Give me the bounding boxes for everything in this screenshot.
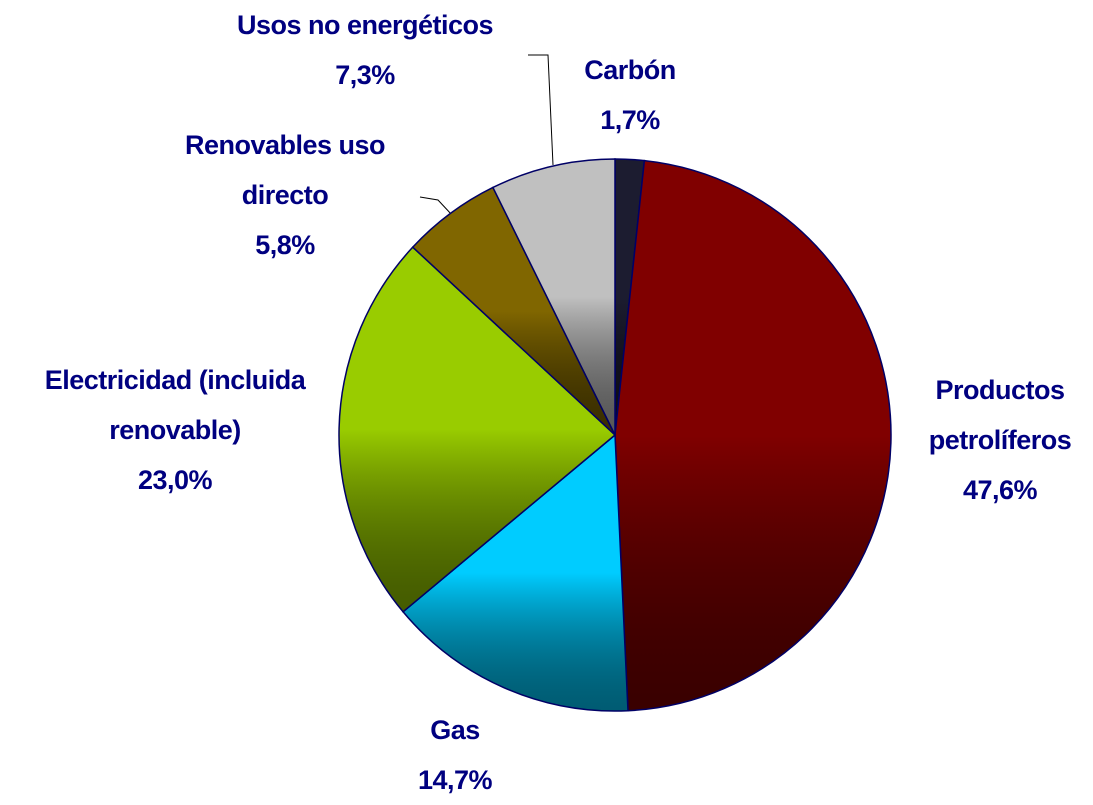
leader-line [419, 196, 453, 216]
pie-slice [491, 158, 616, 436]
slice-label: Carbón 1,7% [530, 45, 730, 145]
pie-slice [614, 159, 892, 712]
category-label: Electricidad (incluida renovable) [44, 365, 306, 445]
value-label: 7,3% [335, 60, 395, 90]
value-label: 47,6% [962, 475, 1038, 505]
category-label: Renovables uso directo [184, 130, 386, 210]
slice-label: Usos no energéticos 7,3% [175, 0, 555, 100]
value-label: 1,7% [600, 105, 660, 135]
category-label: Usos no energéticos [236, 10, 494, 40]
slice-label: Gas 14,7% [355, 705, 555, 805]
category-label: Productos petrolíferos [928, 375, 1072, 455]
leader-line [528, 54, 554, 166]
slice-label: Electricidad (incluida renovable) 23,0% [0, 355, 355, 505]
value-label: 23,0% [137, 465, 213, 495]
slice-label: Renovables uso directo 5,8% [140, 120, 430, 270]
pie-slice [401, 433, 629, 712]
value-label: 14,7% [417, 765, 493, 795]
value-label: 5,8% [255, 230, 315, 260]
slice-label: Productos petrolíferos 47,6% [905, 365, 1093, 515]
pie-slice [338, 246, 617, 613]
category-label: Carbón [584, 55, 676, 85]
category-label: Gas [430, 715, 480, 745]
